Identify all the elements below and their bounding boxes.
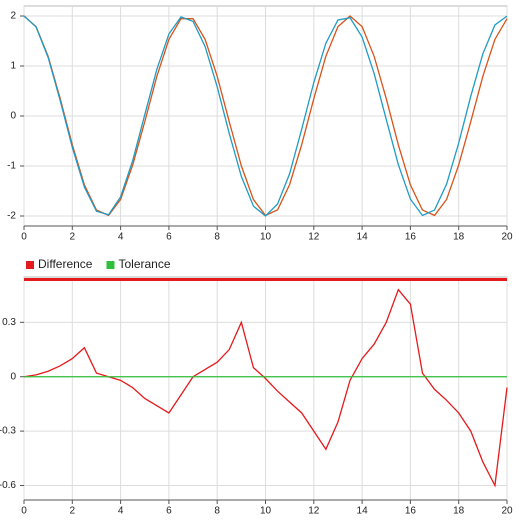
x-tick-label: 20 bbox=[501, 232, 513, 243]
legend-swatch bbox=[26, 261, 34, 269]
x-tick-label: 12 bbox=[308, 232, 320, 243]
y-tick-label: 0 bbox=[10, 371, 16, 382]
y-tick-label: 0.3 bbox=[2, 317, 16, 328]
x-tick-label: 4 bbox=[118, 506, 124, 517]
x-tick-label: 16 bbox=[405, 232, 417, 243]
series-line bbox=[23, 288, 508, 488]
bound-band bbox=[24, 278, 507, 281]
legend-label: Difference bbox=[38, 257, 93, 271]
x-tick-label: 10 bbox=[260, 506, 272, 517]
x-tick-label: 18 bbox=[453, 506, 465, 517]
x-tick-label: 16 bbox=[405, 506, 417, 517]
y-tick-label: -0.3 bbox=[0, 426, 16, 437]
x-tick-label: 2 bbox=[70, 506, 76, 517]
x-tick-label: 18 bbox=[453, 232, 465, 243]
x-tick-label: 12 bbox=[308, 506, 320, 517]
y-tick-label: -2 bbox=[7, 211, 16, 222]
y-tick-label: -0.6 bbox=[0, 480, 16, 491]
x-tick-label: 6 bbox=[166, 232, 172, 243]
x-tick-label: 0 bbox=[21, 232, 27, 243]
x-tick-label: 14 bbox=[357, 232, 369, 243]
x-tick-label: 8 bbox=[214, 506, 220, 517]
x-tick-label: 14 bbox=[357, 506, 369, 517]
y-tick-label: 1 bbox=[10, 61, 16, 72]
y-tick-label: 0 bbox=[10, 111, 16, 122]
y-tick-label: -1 bbox=[7, 161, 16, 172]
y-tick-label: 2 bbox=[10, 11, 16, 22]
series-line bbox=[23, 15, 508, 217]
x-tick-label: 20 bbox=[501, 506, 513, 517]
x-tick-label: 8 bbox=[214, 232, 220, 243]
x-tick-label: 0 bbox=[21, 506, 27, 517]
x-tick-label: 10 bbox=[260, 232, 272, 243]
legend-label: Tolerance bbox=[118, 257, 170, 271]
legend-swatch bbox=[106, 261, 115, 269]
x-tick-label: 6 bbox=[166, 506, 172, 517]
x-tick-label: 4 bbox=[118, 232, 124, 243]
x-tick-label: 2 bbox=[70, 232, 76, 243]
legend: Difference Tolerance bbox=[26, 257, 171, 271]
